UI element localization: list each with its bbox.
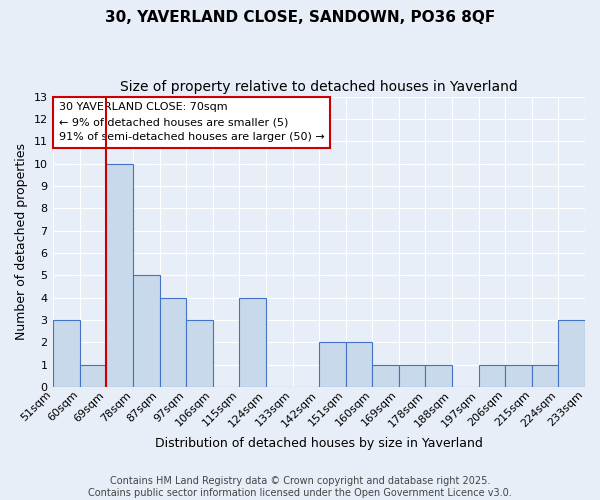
Bar [372, 364, 399, 387]
Bar [80, 364, 106, 387]
Bar [425, 364, 452, 387]
Text: 30 YAVERLAND CLOSE: 70sqm
← 9% of detached houses are smaller (5)
91% of semi-de: 30 YAVERLAND CLOSE: 70sqm ← 9% of detach… [59, 102, 325, 142]
Title: Size of property relative to detached houses in Yaverland: Size of property relative to detached ho… [120, 80, 518, 94]
Bar [532, 364, 559, 387]
Y-axis label: Number of detached properties: Number of detached properties [15, 143, 28, 340]
Text: 30, YAVERLAND CLOSE, SANDOWN, PO36 8QF: 30, YAVERLAND CLOSE, SANDOWN, PO36 8QF [105, 10, 495, 25]
Bar [106, 164, 133, 387]
Bar [559, 320, 585, 387]
Bar [160, 298, 186, 387]
Bar [505, 364, 532, 387]
Bar [186, 320, 213, 387]
Bar [479, 364, 505, 387]
Bar [133, 275, 160, 387]
Bar [319, 342, 346, 387]
Bar [239, 298, 266, 387]
Bar [399, 364, 425, 387]
Bar [53, 320, 80, 387]
Text: Contains HM Land Registry data © Crown copyright and database right 2025.
Contai: Contains HM Land Registry data © Crown c… [88, 476, 512, 498]
X-axis label: Distribution of detached houses by size in Yaverland: Distribution of detached houses by size … [155, 437, 483, 450]
Bar [346, 342, 372, 387]
